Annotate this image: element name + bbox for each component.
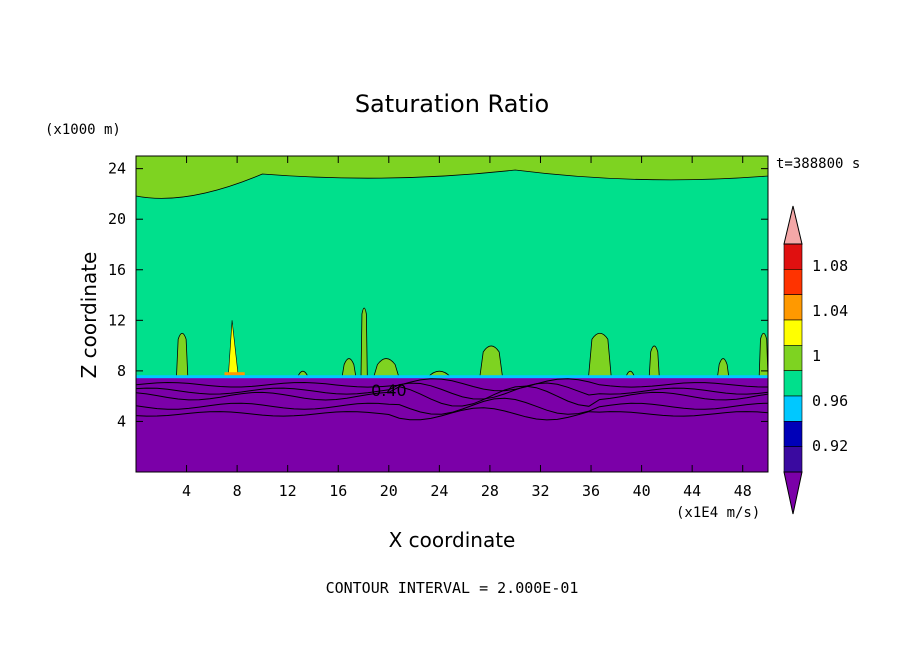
y-tick-label: 4 — [117, 412, 126, 430]
x-tick-label: 20 — [380, 482, 398, 500]
contour-line — [136, 382, 768, 400]
y-tick-label: 24 — [108, 160, 126, 178]
contour-label: 0.40 — [371, 381, 407, 400]
x-tick-label: 32 — [531, 482, 549, 500]
colorbar-label: 1 — [812, 347, 821, 365]
y-tick-label: 8 — [117, 362, 126, 380]
low-saturation-layer — [136, 377, 768, 472]
colorbar-segment — [783, 370, 803, 397]
plume-column — [341, 358, 357, 378]
colorbar-segment — [783, 421, 803, 447]
time-label: t=388800 s — [776, 156, 860, 172]
plume-column — [360, 307, 368, 378]
y-unit-label: (x1000 m) — [45, 122, 121, 138]
x-tick-label: 28 — [481, 482, 499, 500]
x-axis-title: X coordinate — [389, 528, 516, 552]
colorbar: 0.92 0.96 1 1.04 1.08 — [783, 205, 848, 515]
plume-column — [479, 345, 504, 378]
x-tick-label: 16 — [329, 482, 347, 500]
upper-plume-band — [136, 156, 768, 199]
x-tick-label: 24 — [430, 482, 448, 500]
contour-line — [136, 385, 768, 407]
colorbar-segment — [783, 345, 803, 371]
contour-line — [136, 407, 768, 421]
colorbar-segment — [783, 319, 803, 346]
upper-saturated-region — [136, 156, 768, 378]
plume-column — [716, 358, 730, 378]
plume-column — [588, 332, 612, 378]
colorbar-segment — [783, 446, 803, 473]
x-tick-label: 44 — [683, 482, 701, 500]
colorbar-label: 0.96 — [812, 392, 848, 410]
contour-interval-note: CONTOUR INTERVAL = 2.000E-01 — [326, 579, 579, 597]
plume-column — [176, 332, 189, 378]
colorbar-bottom-triangle — [783, 471, 803, 515]
plume-column — [373, 358, 400, 378]
y-axis-title: Z coordinate — [77, 252, 101, 379]
plot-border — [135, 155, 769, 473]
field-layer — [136, 156, 768, 472]
supersaturation-band — [224, 372, 245, 377]
x-tick-label: 4 — [182, 482, 191, 500]
transition-band — [136, 375, 768, 379]
x-tick-label: 40 — [633, 482, 651, 500]
colorbar-segment — [783, 294, 803, 321]
x-unit-label: (x1E4 m/s) — [676, 505, 760, 521]
y-tick-label: 20 — [108, 210, 126, 228]
colorbar-label: 0.92 — [812, 437, 848, 455]
colorbar-label: 1.08 — [812, 257, 848, 275]
colorbar-segment — [783, 269, 803, 295]
y-tick-label: 16 — [108, 261, 126, 279]
plume-column — [648, 345, 660, 378]
x-tick-label: 12 — [279, 482, 297, 500]
colorbar-label: 1.04 — [812, 302, 848, 320]
chart-title: Saturation Ratio — [355, 90, 549, 118]
x-tick-label: 36 — [582, 482, 600, 500]
plume-column — [758, 332, 768, 378]
x-tick-label: 48 — [734, 482, 752, 500]
colorbar-top-triangle — [783, 205, 803, 245]
colorbar-segment — [783, 243, 803, 270]
contour-line — [136, 378, 768, 392]
contour-line — [136, 397, 768, 415]
colorbar-segment — [783, 395, 803, 422]
y-tick-label: 12 — [108, 311, 126, 329]
plot-area: 0.40 — [135, 155, 769, 473]
x-tick-label: 8 — [233, 482, 242, 500]
